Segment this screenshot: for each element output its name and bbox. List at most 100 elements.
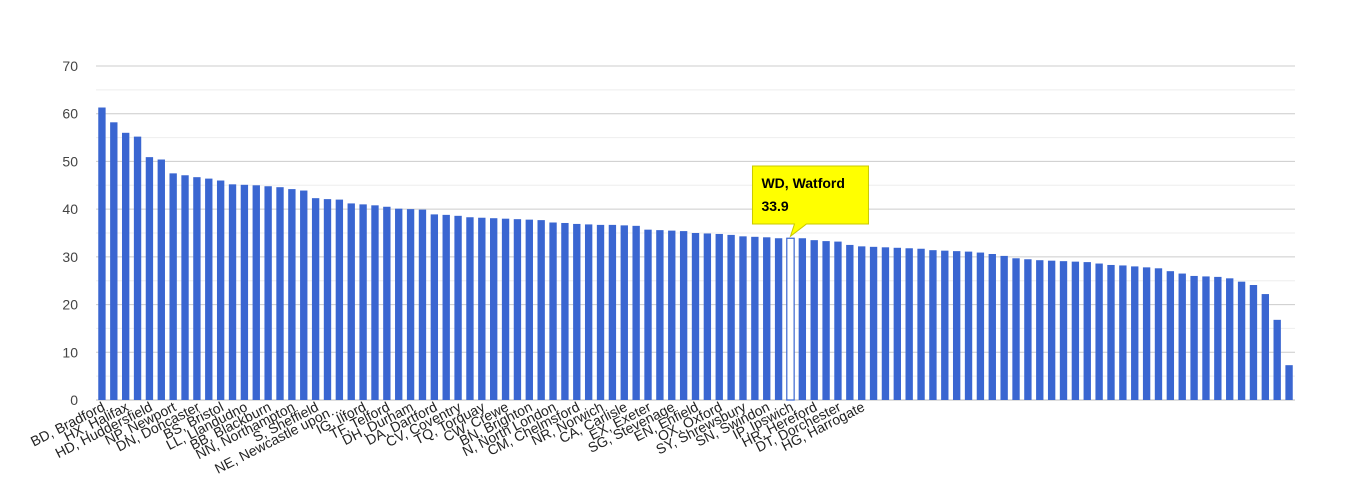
bar[interactable] [656, 230, 664, 400]
bar[interactable] [501, 218, 510, 400]
bar[interactable] [1000, 255, 1008, 400]
bar[interactable] [1024, 259, 1032, 400]
bar[interactable] [1273, 319, 1281, 400]
bar[interactable] [1059, 261, 1068, 400]
bar[interactable] [430, 214, 439, 400]
bar[interactable] [383, 206, 391, 400]
bar[interactable] [133, 136, 142, 401]
bar[interactable] [193, 177, 201, 400]
bar-highlighted[interactable] [786, 237, 795, 401]
bar[interactable] [810, 240, 818, 400]
bar[interactable] [276, 187, 284, 400]
bar[interactable] [252, 185, 260, 400]
bar[interactable] [988, 253, 996, 400]
bar[interactable] [834, 241, 842, 400]
bar[interactable] [454, 215, 462, 400]
bar[interactable] [1214, 276, 1222, 400]
bar[interactable] [478, 217, 486, 400]
bar[interactable] [1119, 265, 1127, 400]
bar[interactable] [1202, 276, 1210, 400]
bar[interactable] [323, 199, 332, 400]
bar[interactable] [929, 250, 937, 400]
bar[interactable] [513, 219, 522, 400]
bar[interactable] [573, 223, 581, 400]
bar[interactable] [549, 222, 557, 400]
bar[interactable] [537, 220, 545, 400]
bar[interactable] [1249, 285, 1258, 400]
bar[interactable] [300, 190, 308, 400]
bar[interactable] [1142, 267, 1151, 400]
bar[interactable] [739, 236, 747, 400]
bar[interactable] [1154, 268, 1163, 400]
bar[interactable] [110, 122, 118, 400]
bar[interactable] [561, 222, 569, 400]
bar[interactable] [1012, 258, 1020, 400]
bar[interactable] [442, 214, 450, 400]
bar[interactable] [1083, 262, 1091, 400]
bar[interactable] [418, 209, 427, 400]
bar[interactable] [525, 219, 533, 400]
bar[interactable] [691, 233, 700, 400]
bar[interactable] [584, 224, 593, 400]
bar[interactable] [1107, 264, 1115, 400]
bar[interactable] [952, 251, 961, 400]
bar[interactable] [632, 225, 640, 400]
bar[interactable] [596, 224, 605, 400]
bar[interactable] [893, 247, 901, 400]
bar[interactable] [727, 234, 735, 400]
bar[interactable] [216, 180, 225, 400]
bar[interactable] [121, 132, 130, 401]
bar[interactable] [1131, 266, 1139, 400]
bar[interactable] [157, 159, 165, 400]
bar[interactable] [288, 189, 296, 400]
bar[interactable] [98, 107, 106, 401]
bar[interactable] [905, 248, 913, 400]
bar[interactable] [608, 224, 617, 400]
bar[interactable] [715, 233, 723, 400]
bar[interactable] [228, 184, 237, 400]
bar[interactable] [751, 236, 759, 400]
bar[interactable] [858, 246, 866, 400]
bar[interactable] [1036, 260, 1044, 400]
bar[interactable] [763, 237, 771, 400]
bar[interactable] [169, 173, 177, 400]
bar[interactable] [1261, 294, 1270, 400]
bar[interactable] [240, 184, 249, 400]
bar[interactable] [466, 217, 474, 400]
bar[interactable] [311, 198, 320, 400]
bar[interactable] [822, 241, 830, 400]
bar[interactable] [1095, 263, 1103, 400]
bar[interactable] [917, 248, 925, 400]
bar[interactable] [644, 229, 652, 400]
bar[interactable] [359, 204, 367, 400]
bar[interactable] [846, 244, 854, 400]
bar[interactable] [1047, 260, 1056, 400]
bar[interactable] [406, 209, 415, 400]
bar[interactable] [703, 233, 712, 400]
bar[interactable] [941, 250, 949, 400]
bar[interactable] [620, 225, 628, 400]
bar[interactable] [181, 175, 189, 400]
bar[interactable] [347, 203, 355, 400]
bar[interactable] [1226, 278, 1234, 400]
bar[interactable] [490, 218, 498, 400]
bar[interactable] [774, 238, 783, 400]
bar[interactable] [264, 186, 272, 400]
bar[interactable] [679, 231, 688, 400]
bar[interactable] [881, 247, 890, 400]
bar[interactable] [205, 178, 213, 400]
bar[interactable] [798, 238, 807, 400]
bar[interactable] [976, 252, 985, 400]
bar[interactable] [869, 246, 878, 400]
bar[interactable] [1285, 365, 1293, 400]
bar[interactable] [145, 157, 154, 400]
bar[interactable] [1237, 281, 1246, 400]
bar[interactable] [1071, 261, 1080, 400]
bar[interactable] [1166, 271, 1175, 400]
bar[interactable] [964, 251, 973, 400]
bar[interactable] [395, 208, 403, 400]
bar[interactable] [1190, 275, 1198, 400]
bar[interactable] [371, 205, 379, 400]
bar[interactable] [335, 199, 344, 400]
bar[interactable] [1178, 273, 1186, 400]
